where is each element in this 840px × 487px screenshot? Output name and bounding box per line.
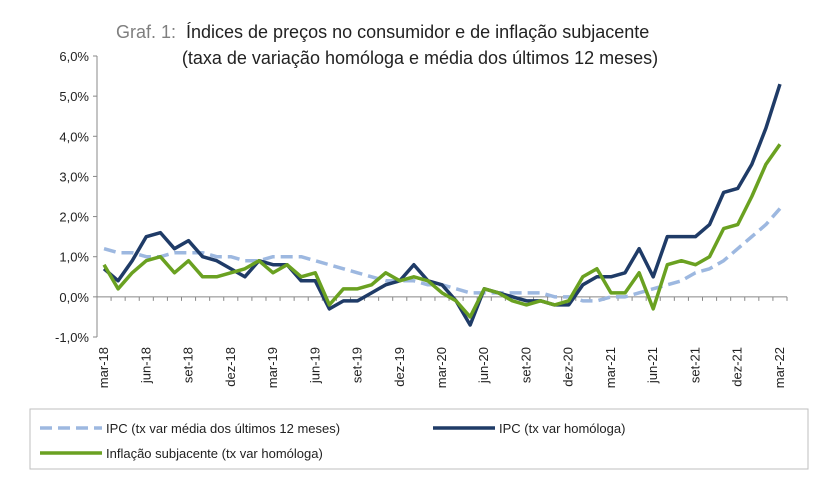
chart-subtitle: (taxa de variação homóloga e média dos ú… xyxy=(182,48,658,68)
y-tick-label: 1,0% xyxy=(59,250,89,265)
x-tick-label: set-19 xyxy=(350,347,365,383)
y-tick-label: 5,0% xyxy=(59,89,89,104)
x-tick-label: mar-21 xyxy=(603,347,618,388)
x-tick-label: mar-20 xyxy=(434,347,449,388)
x-tick-label: jun-18 xyxy=(138,347,153,384)
x-tick-label: set-20 xyxy=(518,347,533,383)
y-tick-label: 0,0% xyxy=(59,290,89,305)
x-tick-label: set-18 xyxy=(181,347,196,383)
y-tick-label: 6,0% xyxy=(59,49,89,64)
chart-title: Índices de preços no consumidor e de inf… xyxy=(186,22,649,42)
x-tick-label: jun-20 xyxy=(476,347,491,384)
series-line xyxy=(102,143,782,319)
x-tick-label: mar-22 xyxy=(772,347,787,388)
legend-label: IPC (tx var média dos últimos 12 meses) xyxy=(106,421,340,436)
chart-title-prefix: Graf. 1: xyxy=(116,22,176,42)
y-tick-label: 2,0% xyxy=(59,210,89,225)
x-tick-label: mar-18 xyxy=(96,347,111,388)
x-tick-label: jun-21 xyxy=(645,347,660,384)
x-tick-label: dez-19 xyxy=(392,347,407,387)
x-tick-label: mar-19 xyxy=(265,347,280,388)
legend-label: IPC (tx var homóloga) xyxy=(499,421,625,436)
legend-label: Inflação subjacente (tx var homóloga) xyxy=(106,446,323,461)
legend-box xyxy=(29,408,809,470)
x-tick-label: dez-20 xyxy=(561,347,576,387)
x-tick-label: jun-19 xyxy=(307,347,322,384)
x-tick-label: dez-21 xyxy=(730,347,745,387)
y-tick-label: 3,0% xyxy=(59,169,89,184)
y-tick-label: 4,0% xyxy=(59,129,89,144)
y-tick-label: -1,0% xyxy=(55,330,89,345)
series-line xyxy=(102,83,782,327)
x-tick-label: dez-18 xyxy=(223,347,238,387)
x-tick-label: set-21 xyxy=(687,347,702,383)
